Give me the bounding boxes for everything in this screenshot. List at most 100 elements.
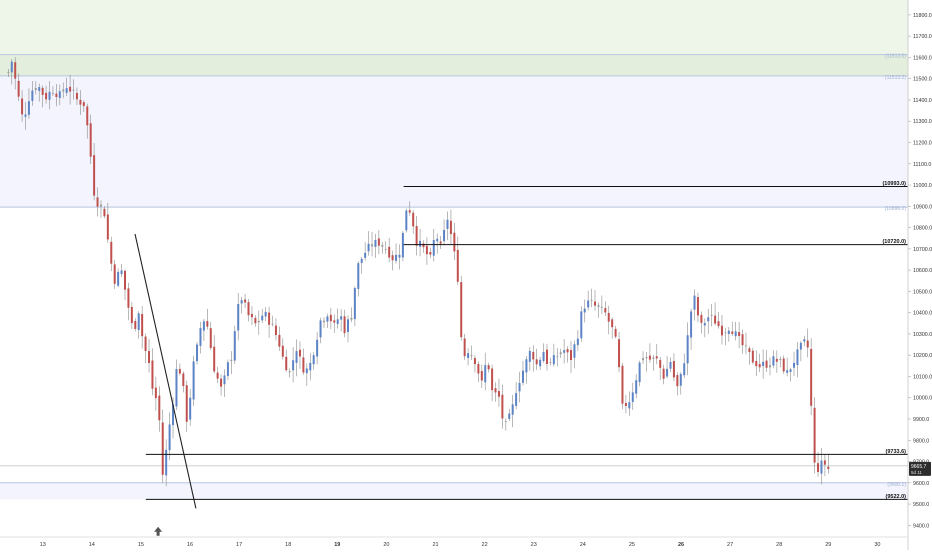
candle-body — [803, 339, 806, 342]
candle-body — [487, 365, 490, 370]
candle — [75, 87, 78, 106]
candle-body — [319, 320, 322, 338]
candle — [165, 439, 168, 487]
upper-green-band — [0, 54, 908, 76]
trendline[interactable] — [134, 233, 197, 509]
candle-body — [137, 313, 140, 331]
last-price-tag[interactable] — [909, 461, 931, 476]
candle — [250, 306, 253, 326]
candle-body — [412, 212, 415, 227]
candle-body — [384, 248, 387, 250]
x-tick-label: 30 — [874, 542, 880, 548]
candle — [285, 349, 288, 372]
candle — [576, 330, 579, 351]
y-tick-label: 11200.0 — [913, 141, 932, 147]
candle — [278, 326, 281, 351]
candle — [367, 231, 370, 256]
candle-body — [645, 356, 648, 359]
candle-body — [748, 348, 751, 353]
candle — [765, 350, 768, 372]
candle — [45, 85, 48, 104]
candle-body — [388, 246, 391, 258]
candle — [782, 355, 785, 374]
candle — [7, 68, 10, 77]
candle-body — [72, 89, 75, 91]
candle-body — [257, 321, 260, 323]
candle — [206, 308, 209, 330]
candle-body — [624, 403, 627, 407]
candle-body — [484, 365, 487, 383]
candle — [775, 350, 778, 373]
candle — [621, 362, 624, 410]
candle-body — [395, 254, 398, 261]
candle-body — [648, 355, 651, 360]
x-tick-label: 28 — [776, 542, 782, 548]
candle-body — [690, 311, 693, 338]
candle-body — [233, 331, 236, 361]
candle-body — [563, 350, 566, 353]
candle-body — [329, 314, 332, 322]
candle — [642, 351, 645, 364]
candle-body — [237, 303, 240, 331]
candle-body — [82, 102, 85, 107]
candle — [398, 244, 401, 270]
candle — [614, 325, 617, 339]
candle-body — [700, 314, 703, 323]
candle — [292, 347, 295, 383]
candle-body — [786, 370, 789, 373]
candle-body — [288, 371, 291, 373]
candle — [103, 206, 106, 219]
candle — [48, 81, 51, 110]
candle-body — [182, 373, 185, 387]
candle — [189, 389, 192, 426]
candle-body — [189, 397, 192, 420]
candle-body — [436, 238, 439, 242]
candle — [377, 230, 380, 255]
candle — [731, 321, 734, 336]
candle-body — [271, 323, 274, 325]
candle-body — [99, 204, 102, 207]
candle — [233, 325, 236, 365]
light-level-label: (10896.0) — [885, 206, 907, 212]
candle-body — [240, 300, 243, 304]
candle-body — [782, 358, 785, 372]
candle-body — [508, 413, 511, 419]
candle — [741, 329, 744, 354]
candle — [261, 308, 264, 324]
candle — [755, 350, 758, 376]
candle-body — [106, 214, 109, 240]
candle-body — [353, 288, 356, 320]
candle — [525, 355, 528, 384]
candle — [580, 306, 583, 342]
candle-body — [672, 361, 675, 378]
candle — [31, 81, 34, 106]
candle — [460, 275, 463, 341]
overlay-layer: (10993.0) (10720.0) (9733.6) (9522.0) — [134, 181, 908, 536]
candle-body — [604, 308, 607, 313]
candle-body — [789, 369, 792, 372]
y-tick-label: 10600.0 — [913, 268, 932, 274]
candle-body — [460, 282, 463, 338]
candle-body — [600, 306, 603, 308]
x-tick-label: 29 — [825, 542, 831, 548]
candle-body — [151, 360, 154, 389]
candle-body — [659, 359, 662, 368]
y-tick-label: 11100.0 — [913, 162, 931, 168]
candle-body — [357, 263, 360, 290]
candle-body — [635, 380, 638, 394]
candle-body — [820, 460, 823, 474]
candle-body — [497, 391, 500, 397]
candle-body — [244, 299, 247, 303]
candle-body — [381, 244, 384, 247]
candle-body — [724, 332, 727, 334]
candle-body — [515, 393, 518, 406]
candle-body — [161, 422, 164, 475]
last-price-countdown: 5d 11 — [911, 470, 922, 475]
candle-body — [696, 297, 699, 316]
candle-body — [17, 80, 20, 97]
x-tick-label: 25 — [629, 542, 635, 548]
x-tick-label: 23 — [531, 542, 537, 548]
candle-body — [669, 361, 672, 369]
